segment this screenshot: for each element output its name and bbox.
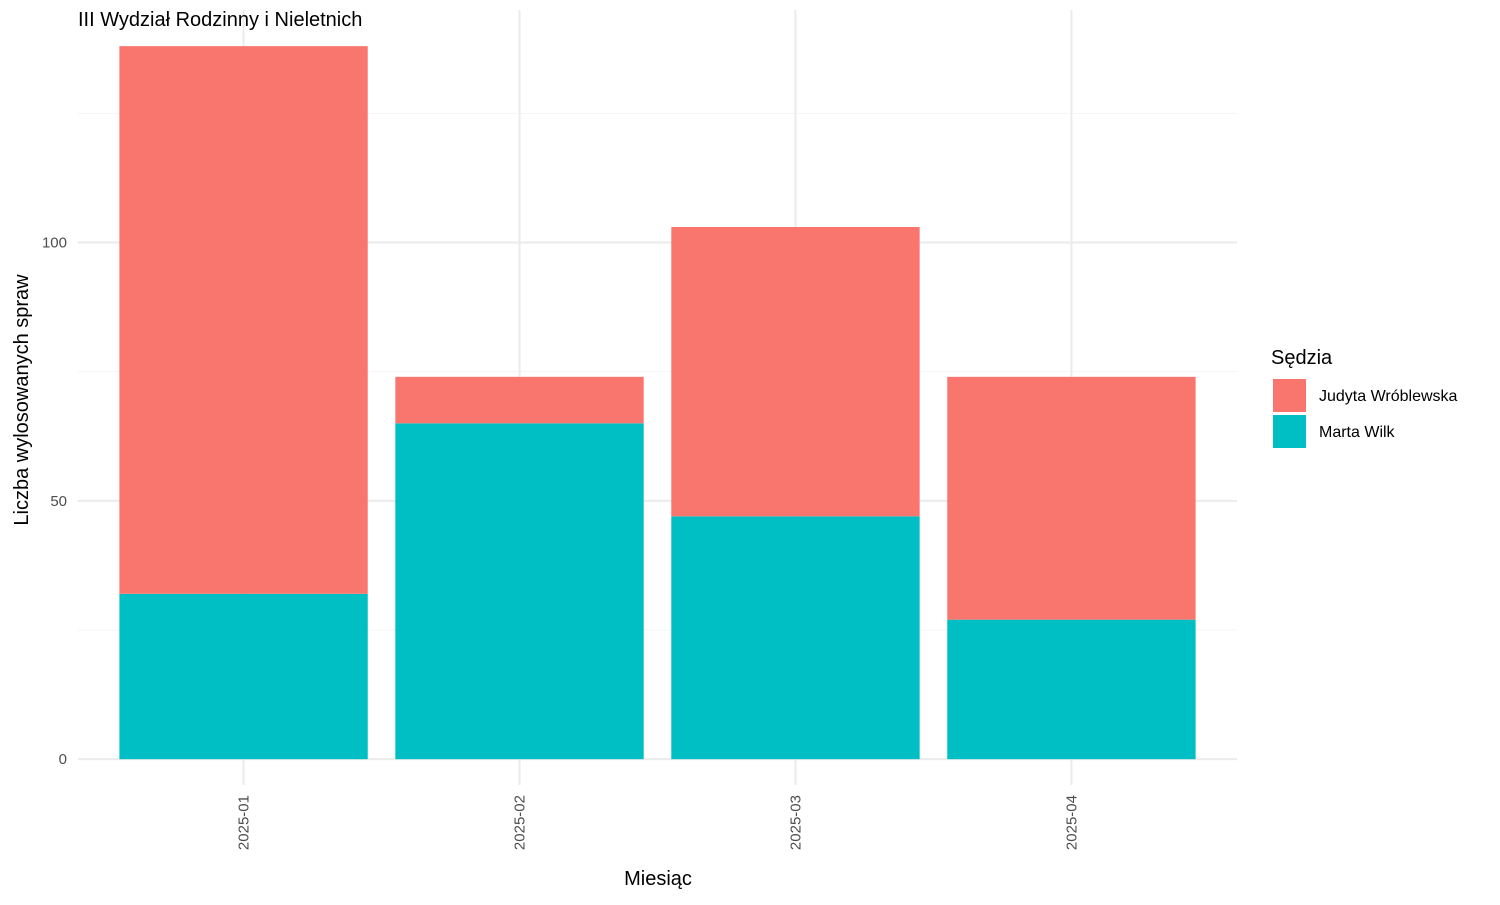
x-tick-label: 2025-01 <box>236 795 253 850</box>
y-tick-label: 100 <box>42 235 67 252</box>
bar-segment <box>119 593 368 760</box>
legend-items: Judyta Wróblewska Marta Wilk <box>1273 379 1458 448</box>
bars <box>119 46 1196 760</box>
bar-segment <box>119 46 368 594</box>
y-tick-label: 0 <box>59 751 67 768</box>
x-axis-ticks: 2025-01 2025-02 2025-03 2025-04 <box>236 795 1081 850</box>
bar-segment <box>395 376 644 424</box>
legend-label: Marta Wilk <box>1319 424 1396 441</box>
y-axis-ticks: 0 50 100 <box>42 235 67 769</box>
bar-segment <box>671 227 920 517</box>
y-axis-title: Liczba wylosowanych spraw <box>11 274 33 526</box>
x-tick-label: 2025-02 <box>512 795 529 850</box>
bar-segment <box>671 516 920 760</box>
legend-label: Judyta Wróblewska <box>1319 388 1458 405</box>
legend-swatch <box>1273 379 1306 412</box>
chart-title: III Wydział Rodzinny i Nieletnich <box>78 9 362 31</box>
legend-swatch <box>1273 415 1306 448</box>
bar-segment <box>947 619 1196 760</box>
x-tick-label: 2025-04 <box>1063 795 1080 850</box>
x-tick-label: 2025-03 <box>787 795 804 850</box>
bar-segment <box>395 423 644 760</box>
legend: Sędzia Judyta Wróblewska Marta Wilk <box>1271 347 1458 448</box>
y-tick-label: 50 <box>50 493 67 510</box>
legend-title: Sędzia <box>1271 347 1333 369</box>
bar-segment <box>947 376 1196 620</box>
x-axis-title: Miesiąc <box>624 868 692 890</box>
